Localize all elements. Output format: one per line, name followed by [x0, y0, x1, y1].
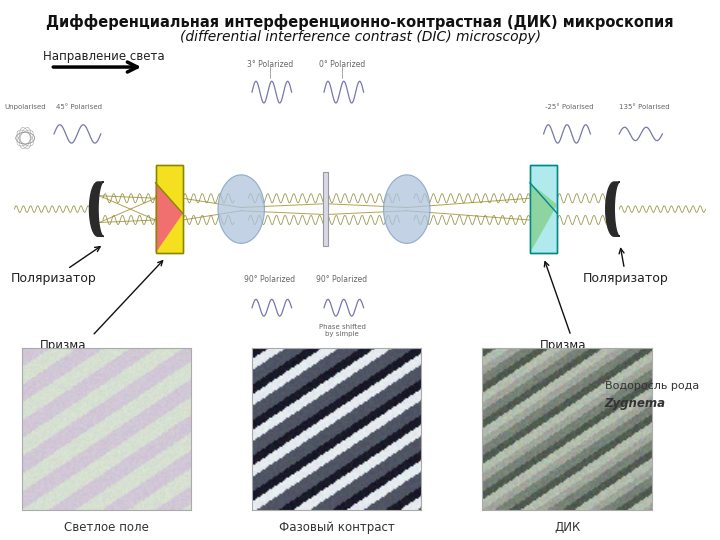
Text: Светлое поле: Светлое поле — [64, 521, 148, 534]
Polygon shape — [156, 183, 183, 253]
Text: Поляризатор: Поляризатор — [583, 248, 669, 285]
Text: 90° Polarized: 90° Polarized — [244, 275, 296, 284]
Text: Zygnema: Zygnema — [605, 397, 666, 410]
Text: Призма
Номарского: Призма Номарского — [540, 262, 613, 367]
Polygon shape — [530, 183, 557, 253]
Text: 90° Polarized: 90° Polarized — [316, 275, 368, 284]
Text: 3° Polarized: 3° Polarized — [247, 60, 293, 69]
Polygon shape — [384, 175, 430, 244]
Polygon shape — [530, 165, 557, 253]
Text: -25° Polarised: -25° Polarised — [544, 104, 593, 110]
Bar — [530, 165, 557, 253]
Text: Дифференциальная интерференционно-контрастная (ДИК) микроскопия: Дифференциальная интерференционно-контра… — [46, 14, 674, 30]
Polygon shape — [218, 175, 264, 244]
Bar — [323, 172, 328, 246]
Text: (differential interference contrast (DIC) microscopy): (differential interference contrast (DIC… — [179, 30, 541, 44]
Text: ДИК: ДИК — [554, 521, 580, 534]
Polygon shape — [606, 182, 620, 237]
Polygon shape — [89, 182, 104, 237]
Text: 45° Polarised: 45° Polarised — [56, 104, 102, 110]
Text: Поляризатор: Поляризатор — [11, 247, 100, 285]
Text: Unpolarised: Unpolarised — [4, 104, 46, 110]
Text: Водоросль рода: Водоросль рода — [605, 381, 699, 391]
Text: Фазовый контраст: Фазовый контраст — [279, 521, 395, 534]
Text: Призма
Номарского: Призма Номарского — [40, 261, 163, 367]
Text: Направление света: Направление света — [43, 50, 165, 63]
Text: Phase shifted
by simple: Phase shifted by simple — [318, 323, 366, 336]
Text: 0° Polarized: 0° Polarized — [319, 60, 365, 69]
Bar — [156, 165, 183, 253]
Text: 135° Polarised: 135° Polarised — [619, 104, 670, 110]
Polygon shape — [156, 165, 183, 253]
